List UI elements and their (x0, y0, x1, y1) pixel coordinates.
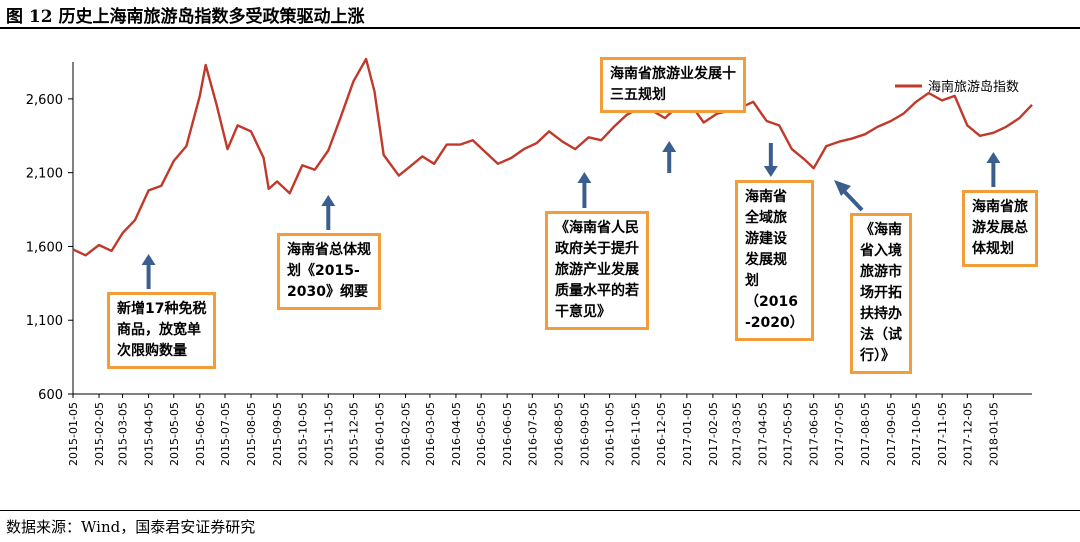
arrow-tourism-master-plan-head (986, 152, 1001, 163)
annotation-line: -2020） (745, 315, 804, 331)
x-tick-label: 2016-12-05 (655, 402, 668, 466)
x-tick-label: 2016-03-05 (424, 402, 437, 466)
x-tick-label: 2016-08-05 (552, 402, 565, 466)
annotation-line: 划 (745, 273, 759, 289)
chart-legend: 海南旅游岛指数 (895, 79, 1019, 95)
annotation-line: 政府关于提升 (555, 241, 639, 257)
legend-label: 海南旅游岛指数 (928, 79, 1019, 95)
source-rule (0, 510, 1080, 511)
x-tick-label: 2017-04-05 (756, 402, 769, 466)
x-tick-label: 2015-04-05 (143, 402, 156, 466)
annotation-line: 《海南省人民 (555, 220, 639, 236)
annotation-line: 商品，放宽单 (117, 322, 201, 338)
annotation-line: （2016 (745, 294, 798, 310)
annotation-line: 三五规划 (610, 87, 666, 103)
annotation-line: 旅游市 (860, 264, 902, 280)
x-tick-label: 2017-05-05 (782, 402, 795, 466)
annotation-line: 2030》纲要 (287, 284, 368, 300)
y-tick-label: 2,100 (26, 167, 63, 182)
x-tick-label: 2015-02-05 (93, 402, 106, 466)
annotation-line: 场开拓 (860, 285, 902, 301)
annotation-line: 海南省旅 (972, 199, 1028, 215)
x-tick-label: 2016-02-05 (400, 402, 413, 466)
x-tick-label: 2016-01-05 (374, 402, 387, 466)
arrow-13th-five-year-plan-head (662, 141, 677, 152)
annotation-line: 全域旅 (745, 210, 787, 226)
x-tick-label: 2015-09-05 (271, 402, 284, 466)
annotation-line: 干意见》 (555, 304, 611, 320)
x-tick-label: 2016-05-05 (475, 402, 488, 466)
x-tick-label: 2016-10-05 (604, 402, 617, 466)
annotation-government-opinion: 《海南省人民 政府关于提升 旅游产业发展 质量水平的若 干意见》 (545, 211, 649, 330)
x-tick-label: 2017-07-05 (833, 402, 846, 466)
annotation-global-tourism-plan: 海南省全域旅游建设发展规划 （2016 -2020） (735, 180, 814, 341)
annotation-line: 旅游产业发展 (555, 262, 639, 278)
x-tick-label: 2017-09-05 (885, 402, 898, 466)
arrow-inbound-tourism-measures-head (834, 180, 851, 196)
annotation-line: 法（试 (860, 327, 902, 343)
x-tick-label: 2017-12-05 (961, 402, 974, 466)
x-tick-label: 2015-08-05 (245, 402, 258, 466)
annotation-line: 新增17种免税 (117, 301, 207, 317)
title-rule (0, 27, 1080, 29)
x-tick-label: 2016-09-05 (578, 402, 591, 466)
annotation-line: 海南省总体规 (287, 242, 371, 258)
series-line-hainan-tourism-index (72, 57, 1033, 257)
x-tick-label: 2015-05-05 (168, 402, 181, 466)
x-tick-label: 2015-01-05 (67, 402, 80, 466)
annotation-line: 次限购数量 (117, 343, 187, 359)
annotation-line: 海南省旅游业发展十 (610, 66, 736, 82)
annotation-line: 体规划 (972, 241, 1014, 257)
annotation-tourism-master-plan: 海南省旅游发展总体规划 (962, 190, 1038, 267)
x-tick-label: 2017-11-05 (936, 402, 949, 466)
x-tick-label: 2016-04-05 (450, 402, 463, 466)
annotation-line: 行）》 (860, 348, 895, 364)
x-tick-label: 2015-03-05 (117, 402, 130, 466)
x-tick-label: 2016-11-05 (630, 402, 643, 466)
data-source: 数据来源：Wind，国泰君安证券研究 (6, 518, 256, 536)
arrow-master-plan-head (321, 195, 336, 206)
x-tick-label: 2016-07-05 (526, 402, 539, 466)
annotation-line: 发展规 (745, 252, 787, 268)
x-tick-label: 2017-02-05 (707, 402, 720, 466)
annotation-line: 省入境 (860, 243, 902, 259)
arrow-duty-free-head (141, 254, 156, 265)
arrow-government-opinion-head (577, 172, 592, 183)
x-tick-label: 2017-01-05 (681, 402, 694, 466)
annotation-line: 划《2015- (287, 263, 360, 279)
y-tick-label: 1,600 (26, 240, 63, 255)
x-tick-label: 2015-12-05 (347, 402, 360, 466)
x-tick-label: 2017-08-05 (859, 402, 872, 466)
annotation-line: 游建设 (745, 231, 787, 247)
figure-title: 图 12 历史上海南旅游岛指数多受政策驱动上涨 (6, 7, 365, 27)
x-tick-label: 2015-10-05 (296, 402, 309, 466)
annotation-line: 质量水平的若 (555, 283, 639, 299)
arrow-inbound-tourism-measures (840, 187, 864, 212)
x-tick-label: 2015-07-05 (219, 402, 232, 466)
line-chart: 600 1,100 1,600 2,100 2,600 2015-01-05 2015-02… (26, 57, 1033, 466)
annotation-line: 《海南 (860, 222, 902, 238)
annotation-master-plan: 海南省总体规 划《2015- 2030》纲要 (277, 233, 381, 310)
x-tick-label: 2018-01-05 (987, 402, 1000, 466)
x-tick-label: 2017-06-05 (808, 402, 821, 466)
annotation-arrows (141, 141, 1001, 289)
chart-axes (72, 62, 1032, 395)
annotation-line: 海南省 (745, 189, 787, 205)
y-tick-label: 2,600 (26, 93, 63, 108)
series-layer (72, 57, 1033, 257)
annotation-line: 扶持办 (860, 306, 902, 322)
annotation-duty-free: 新增17种免税 商品，放宽单 次限购数量 (107, 292, 217, 369)
x-tick-label: 2016-06-05 (501, 402, 514, 466)
arrow-global-tourism-plan-head (763, 166, 778, 177)
y-tick-label: 1,100 (26, 314, 63, 329)
annotation-13th-five-year-plan: 海南省旅游业发展十 三五规划 (600, 57, 746, 113)
x-tick-label: 2017-03-05 (730, 402, 743, 466)
annotation-inbound-tourism-measures: 《海南省入境旅游市场开拓扶持办法（试行）》 (850, 213, 912, 374)
annotation-line: 游发展总 (972, 220, 1028, 236)
x-tick-label: 2017-10-05 (910, 402, 923, 466)
axis-ticks: 600 1,100 1,600 2,100 2,600 2015-01-05 2015-02… (26, 93, 1001, 466)
x-tick-label: 2015-11-05 (322, 402, 335, 466)
y-tick-label: 600 (38, 388, 63, 403)
x-tick-label: 2015-06-05 (194, 402, 207, 466)
